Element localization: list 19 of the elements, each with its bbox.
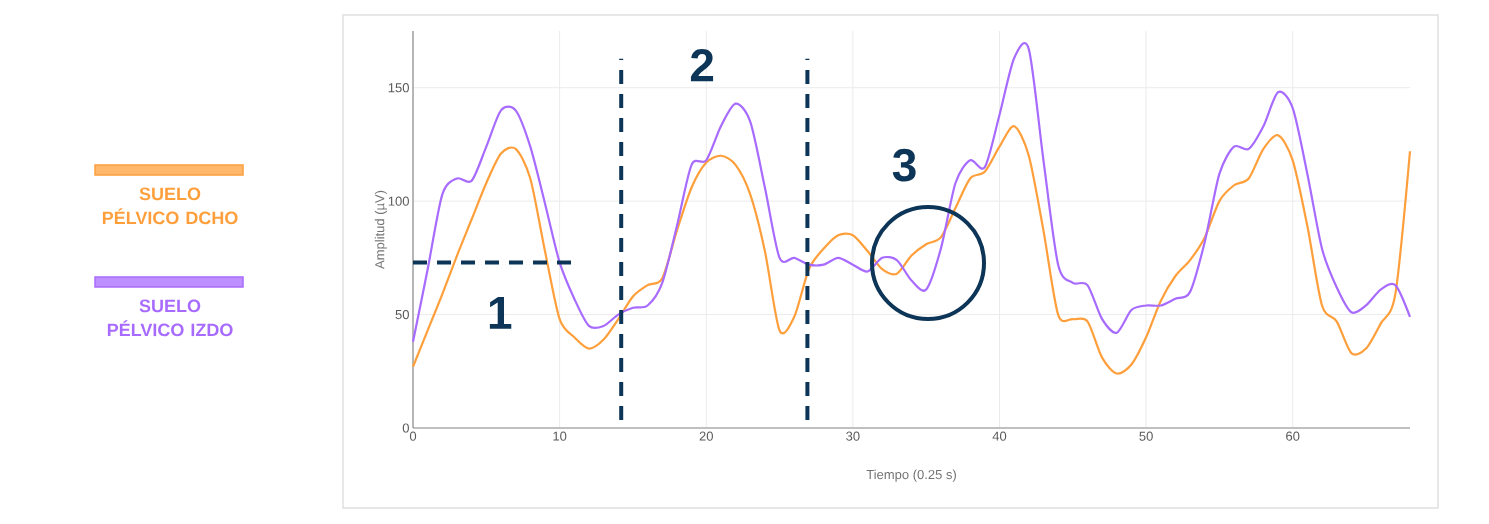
x-tick-label: 40 (992, 431, 1007, 441)
y-axis-title: Amplitud (µV) (374, 190, 387, 269)
text: SUELO PÉLVICO IZDO (107, 299, 233, 337)
x-tick-label: 20 (699, 431, 713, 441)
annotation: 2 (690, 49, 714, 82)
y-tick-label: 0 (402, 423, 409, 433)
annotation: 3 (892, 148, 916, 182)
x-tick-label: 10 (553, 431, 567, 441)
y-tick-label: 50 (395, 309, 409, 320)
x-tick-label: 30 (846, 431, 860, 441)
x-tick-label: 50 (1139, 431, 1153, 441)
x-axis-title: Tiempo (0.25 s) (866, 469, 956, 482)
y-tick-label: 100 (388, 196, 409, 206)
annotation: 1 (489, 297, 512, 329)
text: SUELO PÉLVICO DCHO (102, 187, 238, 225)
x-tick-label: 60 (1286, 431, 1300, 441)
line-series (411, 125, 1412, 375)
x-tick-label: 0 (409, 431, 417, 441)
y-tick-label: 150 (388, 83, 409, 93)
